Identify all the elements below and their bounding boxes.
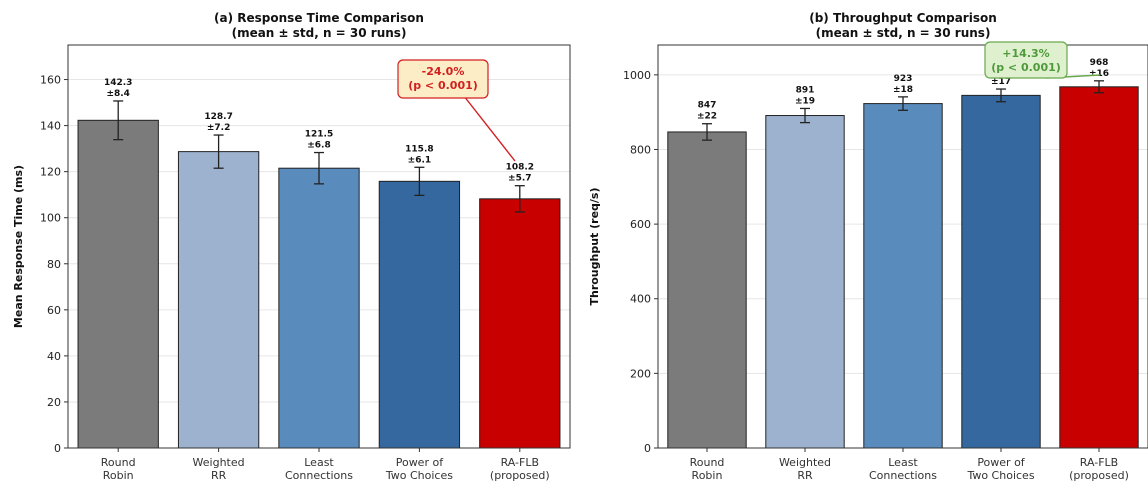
y-tick-label: 140	[40, 120, 61, 133]
chart-panel-a: 0 20 40 60 80 100 120 140 160 142.3±8.4 RoundRobin…	[12, 11, 571, 482]
x-tick-label: Weighted	[193, 456, 245, 469]
data-label: 108.2	[506, 163, 534, 173]
annotation-text: (p < 0.001)	[408, 79, 478, 92]
data-label: 923	[894, 74, 913, 84]
x-tick-label: Two Choices	[385, 469, 453, 482]
x-tick-label: RR	[797, 469, 813, 482]
chart-title: (a) Response Time Comparison	[214, 11, 424, 25]
y-tick-label: 80	[47, 258, 61, 271]
annotation-text: +14.3%	[1002, 47, 1049, 60]
error-label: ±6.1	[408, 155, 431, 165]
x-tick-label: Weighted	[779, 456, 831, 469]
bar	[378, 180, 461, 449]
y-axis-label: Throughput (req/s)	[588, 187, 601, 305]
error-label: ±6.8	[307, 141, 330, 151]
annotation-text: (p < 0.001)	[991, 61, 1061, 74]
bar	[961, 94, 1041, 449]
y-tick-label: 0	[644, 442, 651, 455]
data-label: 891	[796, 85, 815, 95]
x-tick-label: Least	[304, 456, 334, 469]
x-tick-label: Two Choices	[966, 469, 1034, 482]
x-tick-label: RA-FLB	[501, 456, 539, 469]
x-tick-label: Robin	[692, 469, 723, 482]
error-label: ±16	[1089, 69, 1109, 79]
bar	[77, 119, 159, 449]
chart-subtitle: (mean ± std, n = 30 runs)	[232, 26, 407, 40]
axes-frame	[67, 44, 571, 449]
x-tick-label: Least	[888, 456, 918, 469]
data-label: 121.5	[305, 130, 333, 140]
x-tick-label: Round	[690, 456, 725, 469]
bar	[667, 131, 747, 449]
y-axis-label: Mean Response Time (ms)	[12, 165, 25, 328]
y-tick-label: 100	[40, 212, 61, 225]
y-tick-label: 800	[630, 143, 651, 156]
annotation-arrow	[464, 97, 516, 162]
chart-title: (b) Throughput Comparison	[809, 11, 997, 25]
bar	[479, 198, 561, 449]
annotation-box	[984, 41, 1068, 79]
error-label: ±18	[893, 85, 913, 95]
x-tick-label: Power of	[977, 456, 1025, 469]
x-tick-label: Power of	[396, 456, 444, 469]
bar	[177, 151, 260, 449]
error-label: ±7.2	[207, 123, 230, 133]
y-tick-label: 160	[40, 74, 61, 87]
x-tick-label: (proposed)	[490, 469, 550, 482]
annotation-text: -24.0%	[422, 65, 465, 78]
x-tick-label: Connections	[869, 469, 937, 482]
y-tick-label: 60	[47, 304, 61, 317]
x-tick-label: Round	[101, 456, 136, 469]
bar	[765, 115, 845, 449]
y-tick-label: 1000	[623, 69, 651, 82]
error-label: ±8.4	[106, 89, 129, 99]
bar	[863, 103, 943, 449]
y-tick-label: 400	[630, 293, 651, 306]
y-tick-label: 40	[47, 350, 61, 363]
y-tick-label: 200	[630, 367, 651, 380]
chart-subtitle: (mean ± std, n = 30 runs)	[816, 26, 991, 40]
data-label: 128.7	[204, 112, 232, 122]
bar	[278, 167, 360, 449]
bar	[1059, 86, 1139, 449]
error-label: ±17	[991, 77, 1011, 87]
x-tick-label: RA-FLB	[1080, 456, 1118, 469]
annotation-box	[397, 59, 489, 99]
error-label: ±19	[795, 96, 815, 106]
y-tick-label: 120	[40, 166, 61, 179]
axes-frame	[657, 44, 1148, 449]
error-label: ±5.7	[508, 174, 531, 184]
y-tick-label: 600	[630, 218, 651, 231]
x-tick-label: (proposed)	[1069, 469, 1129, 482]
data-label: 847	[698, 101, 717, 111]
data-label: 115.8	[405, 144, 433, 154]
x-tick-label: RR	[211, 469, 227, 482]
data-label: 968	[1090, 58, 1109, 68]
y-tick-label: 20	[47, 396, 61, 409]
x-tick-label: Robin	[103, 469, 134, 482]
data-label: 142.3	[104, 78, 132, 88]
error-label: ±22	[697, 112, 717, 122]
y-tick-label: 0	[54, 442, 61, 455]
x-tick-label: Connections	[285, 469, 353, 482]
